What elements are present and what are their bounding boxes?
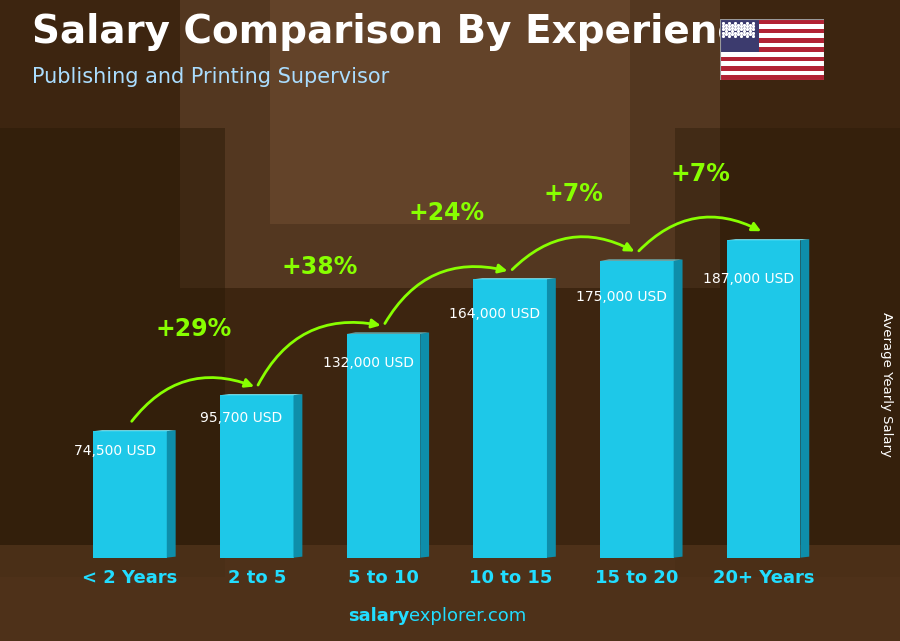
Bar [720, 33, 824, 38]
Polygon shape [220, 394, 302, 395]
Text: salary: salary [348, 607, 410, 625]
Polygon shape [166, 430, 176, 558]
Bar [720, 43, 824, 47]
Bar [270, 0, 630, 224]
Text: 74,500 USD: 74,500 USD [74, 444, 156, 458]
FancyArrowPatch shape [385, 265, 505, 324]
Text: 164,000 USD: 164,000 USD [449, 307, 541, 321]
Text: 175,000 USD: 175,000 USD [576, 290, 667, 304]
Bar [473, 279, 547, 558]
Bar [727, 240, 800, 558]
Bar [675, 128, 900, 577]
Bar [720, 66, 824, 71]
Bar [720, 71, 824, 76]
Bar [720, 76, 824, 80]
Bar [720, 24, 824, 29]
FancyArrowPatch shape [512, 237, 632, 270]
FancyArrowPatch shape [258, 320, 378, 385]
Polygon shape [420, 333, 429, 558]
Bar [0, 545, 900, 641]
Bar [720, 52, 824, 56]
Bar [0, 128, 225, 577]
Text: +7%: +7% [670, 162, 730, 186]
FancyArrowPatch shape [639, 217, 759, 251]
Bar [346, 333, 420, 558]
Text: +29%: +29% [156, 317, 231, 341]
Text: 132,000 USD: 132,000 USD [323, 356, 414, 370]
Bar [720, 62, 824, 66]
Bar [720, 19, 760, 52]
Polygon shape [547, 278, 556, 558]
Text: +7%: +7% [544, 182, 604, 206]
Bar [94, 431, 166, 558]
Text: explorer.com: explorer.com [410, 607, 526, 625]
Polygon shape [727, 239, 809, 240]
Bar [220, 395, 293, 558]
Bar [720, 19, 824, 24]
Polygon shape [293, 394, 302, 558]
Polygon shape [674, 260, 682, 558]
FancyArrowPatch shape [131, 378, 251, 421]
Text: +38%: +38% [282, 255, 358, 279]
Polygon shape [800, 239, 809, 558]
Bar [720, 56, 824, 62]
Bar [720, 47, 824, 52]
Text: +24%: +24% [409, 201, 485, 225]
Polygon shape [94, 430, 176, 431]
Bar [600, 261, 674, 558]
Polygon shape [473, 278, 556, 279]
Text: Average Yearly Salary: Average Yearly Salary [880, 312, 893, 457]
Bar [720, 29, 824, 33]
Text: 95,700 USD: 95,700 USD [201, 412, 283, 426]
Polygon shape [600, 260, 682, 261]
Bar [180, 0, 720, 288]
Text: 187,000 USD: 187,000 USD [703, 272, 794, 286]
Text: Publishing and Printing Supervisor: Publishing and Printing Supervisor [32, 67, 389, 87]
Bar [720, 38, 824, 43]
Text: Salary Comparison By Experience: Salary Comparison By Experience [32, 13, 766, 51]
